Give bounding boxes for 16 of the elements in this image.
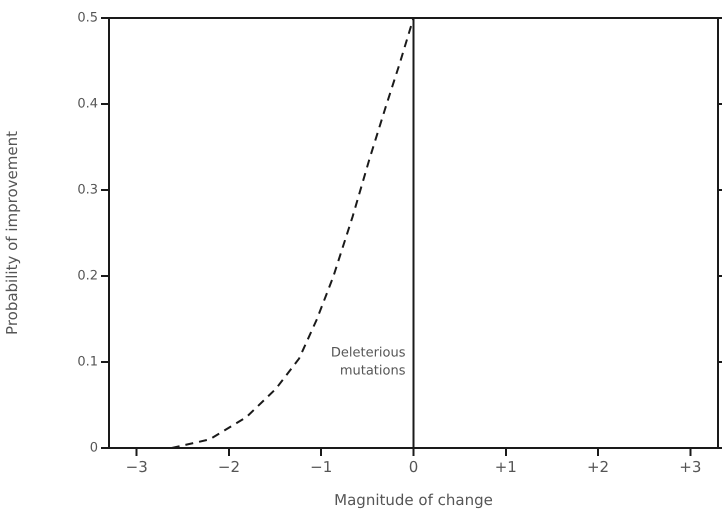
x-tick-label: +1 — [494, 458, 517, 476]
y-tick-label: 0.5 — [77, 10, 98, 26]
y-axis-title: Probability of improvement — [2, 130, 21, 335]
x-axis-title: Magnitude of change — [334, 490, 493, 509]
y-tick-label: 0.2 — [77, 268, 98, 284]
y-tick-label: 0 — [90, 440, 98, 456]
x-tick-label: +3 — [679, 458, 702, 476]
annotation: Deleterious mutations — [330, 345, 406, 378]
y-tick-label: 0.4 — [77, 96, 98, 112]
x-tick-label: +2 — [586, 458, 610, 476]
x-tick-label: −2 — [218, 458, 240, 476]
x-tick-label: 0 — [408, 458, 418, 476]
x-tick-label: −1 — [310, 458, 332, 476]
y-tick-label: 0.3 — [77, 182, 98, 198]
x-tick-label: −3 — [126, 458, 148, 476]
y-tick-label: 0.1 — [77, 354, 98, 370]
